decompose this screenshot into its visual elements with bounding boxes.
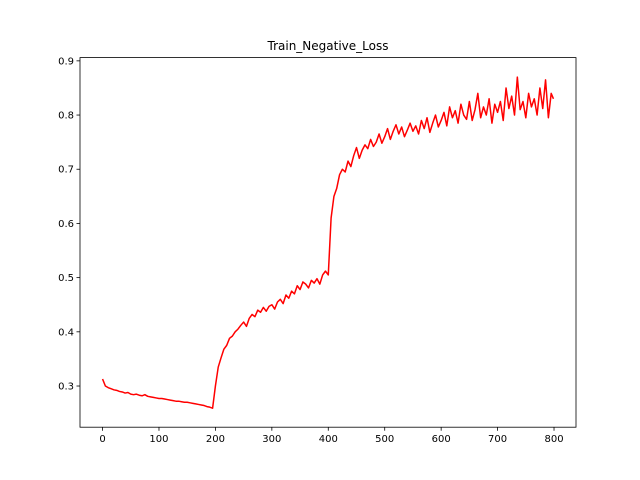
x-tick-label: 500 xyxy=(375,434,394,445)
y-tick-label: 0.7 xyxy=(58,165,74,176)
x-tick-label: 0 xyxy=(99,434,105,445)
x-tick-label: 400 xyxy=(319,434,338,445)
x-tick-label: 300 xyxy=(262,434,281,445)
y-tick-label: 0.6 xyxy=(58,219,74,230)
x-tick-label: 700 xyxy=(488,434,507,445)
x-tick-label: 800 xyxy=(544,434,563,445)
axes-frame xyxy=(79,57,577,428)
x-tick-label: 600 xyxy=(432,434,451,445)
x-tick-label: 100 xyxy=(149,434,168,445)
y-tick-label: 0.8 xyxy=(58,111,74,122)
y-tick-label: 0.5 xyxy=(58,273,74,284)
chart-title: Train_Negative_Loss xyxy=(267,39,389,53)
y-tick-label: 0.3 xyxy=(58,382,74,393)
y-tick-label: 0.9 xyxy=(58,56,74,67)
y-tick-label: 0.4 xyxy=(58,327,74,338)
line xyxy=(101,76,555,409)
x-tick-label: 200 xyxy=(206,434,225,445)
